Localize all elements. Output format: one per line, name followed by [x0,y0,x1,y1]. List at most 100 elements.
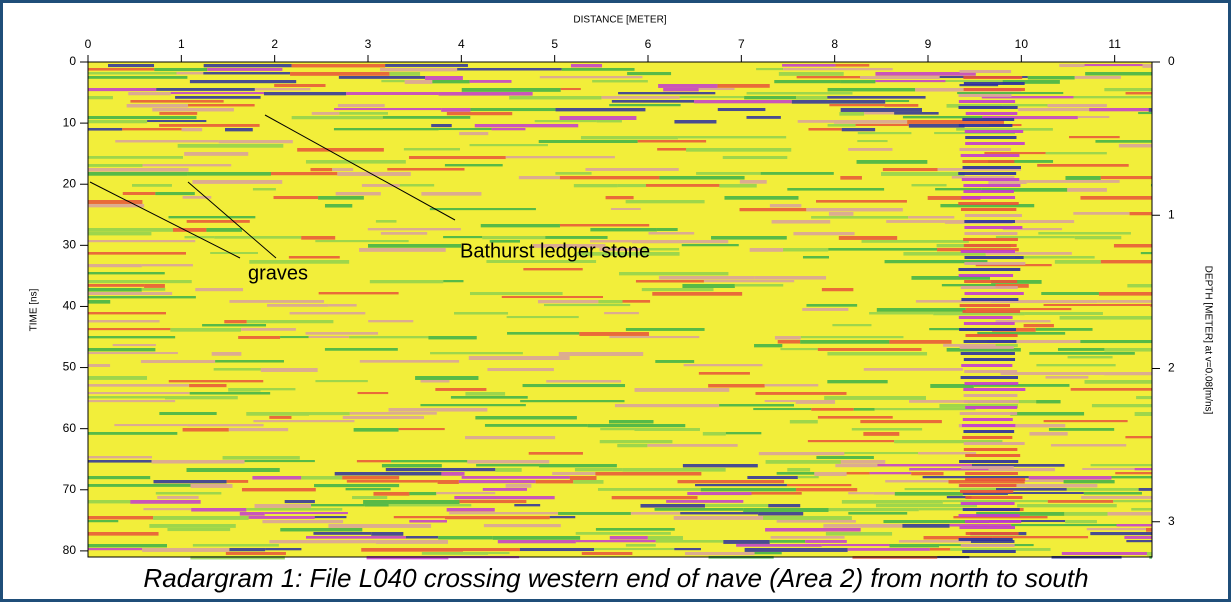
texture-band [149,524,236,528]
texture-band [963,358,1016,361]
texture-band [984,152,1046,155]
texture-band [1077,116,1110,119]
texture-band [839,112,865,116]
texture-band [1036,400,1061,404]
x-tick-label: 8 [831,37,838,51]
texture-band [1065,520,1097,524]
texture-band [1050,444,1127,447]
texture-band [1026,180,1120,183]
texture-band [431,124,452,128]
texture-band [181,128,203,132]
annotation-line [264,114,456,221]
texture-band [960,286,1018,289]
texture-band [964,292,1024,295]
texture-band [965,454,1021,457]
texture-band [381,80,405,83]
texture-band [827,124,856,127]
texture-band [960,352,1015,355]
texture-band [249,260,350,264]
texture-band [776,472,815,475]
texture-band [965,406,1018,409]
texture-band [552,472,596,475]
texture-band [254,504,312,508]
texture-band [368,320,414,323]
texture-band [989,520,1066,523]
texture-band [359,360,460,363]
texture-band [147,120,207,123]
texture-band [902,116,983,119]
texture-band [88,500,131,504]
texture-band [860,76,940,80]
y-tick-label: 0 [69,54,76,68]
texture-band [393,516,445,519]
texture-band [958,268,1021,271]
texture-band [587,424,686,428]
texture-band [930,384,974,388]
texture-band [659,176,745,180]
texture-band [349,412,437,415]
texture-band [987,340,1081,344]
texture-band [1059,64,1085,68]
texture-band [1089,108,1149,112]
texture-band [177,144,284,148]
texture-band [640,248,680,251]
texture-band [213,368,261,371]
texture-band [719,184,757,188]
texture-band [159,112,198,115]
texture-band [796,76,861,79]
texture-band [450,396,528,399]
texture-band [246,320,334,324]
texture-band [1090,532,1152,536]
texture-band [717,108,766,112]
texture-band [130,500,201,504]
texture-band [264,512,348,515]
texture-band [385,468,496,472]
texture-band [961,178,1020,181]
x-tick-label: 7 [738,37,745,51]
texture-band [825,532,893,536]
texture-band [778,72,844,76]
texture-band [305,536,406,539]
texture-band [963,388,1026,391]
texture-band [791,100,886,104]
texture-band [753,408,812,411]
texture-band [950,548,1051,551]
texture-band [658,84,718,88]
texture-band [961,424,1016,427]
texture-band [186,220,250,223]
texture-band [1125,92,1152,95]
texture-band [144,284,165,288]
texture-band [420,404,526,407]
texture-band [962,550,1016,553]
texture-band [1090,464,1152,467]
texture-band [269,540,376,544]
texture-band [722,156,788,160]
texture-band [337,172,411,176]
texture-band [964,520,1022,523]
texture-band [310,168,333,172]
texture-band [958,106,1018,109]
y-tick-label: 40 [63,299,77,313]
texture-band [270,172,338,176]
texture-band [802,256,829,259]
annotation: Bathurst ledger stone [460,240,650,262]
texture-band [802,308,849,311]
texture-band [647,444,738,447]
texture-band [187,172,271,176]
texture-band [964,220,1016,223]
texture-band [476,464,540,467]
texture-band [202,324,267,327]
texture-band [942,500,1048,503]
texture-band [88,264,142,268]
texture-band [141,288,166,291]
texture-band [645,184,720,187]
y2-axis-label: DEPTH [METER] at v=0.08[m/ns] [1202,266,1213,415]
texture-band [88,164,143,167]
texture-band [964,256,1024,259]
texture-band [1148,108,1152,112]
texture-band [808,128,842,131]
texture-band [990,300,1098,304]
texture-band [88,376,148,380]
texture-band [88,548,143,551]
texture-band [153,516,249,520]
